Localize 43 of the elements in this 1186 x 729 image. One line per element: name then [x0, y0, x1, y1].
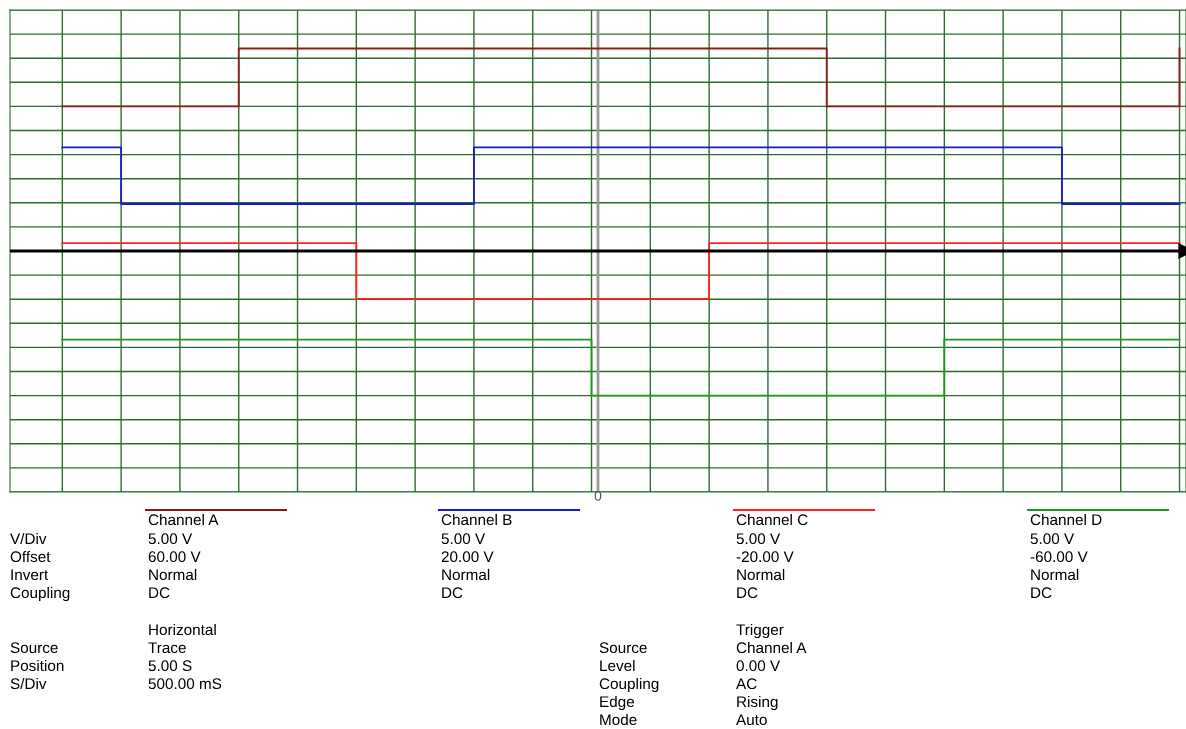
- text: Coupling: [10, 586, 70, 602]
- text: Horizontal: [149, 623, 216, 636]
- text: Normal: [149, 568, 197, 581]
- text: 5.00 S: [148, 660, 192, 672]
- text: DC: [442, 587, 463, 599]
- text: Level: [600, 659, 635, 672]
- text: Normal: [442, 568, 490, 581]
- text: Invert: [11, 569, 49, 581]
- text: Auto: [736, 714, 767, 726]
- text: 5.00 V: [1030, 533, 1075, 545]
- text: -20.00 V: [736, 551, 794, 563]
- text: Channel A: [148, 513, 219, 526]
- text: Channel A: [736, 641, 807, 654]
- text: Source: [599, 642, 647, 654]
- text: Channel B: [441, 513, 512, 526]
- text: 0: [594, 490, 602, 501]
- text: Channel D: [1030, 513, 1102, 526]
- text: Normal: [1031, 568, 1079, 581]
- text: S/Div: [10, 677, 47, 690]
- text: Channel C: [736, 513, 808, 526]
- text: 500.00 mS: [148, 678, 222, 690]
- text: DC: [1031, 587, 1052, 599]
- text: 0.00 V: [736, 660, 781, 672]
- text: Source: [10, 642, 58, 654]
- text: 5.00 V: [736, 533, 781, 545]
- text: DC: [737, 587, 758, 599]
- text: Edge: [600, 695, 634, 711]
- text: Trigger: [736, 623, 784, 639]
- text: 60.00 V: [148, 551, 201, 563]
- text: Trace: [148, 642, 186, 654]
- text: Offset: [10, 550, 51, 563]
- text: V/Div: [10, 532, 47, 545]
- text: DC: [149, 587, 170, 599]
- text: Normal: [737, 568, 785, 581]
- text: Position: [11, 659, 64, 672]
- text: Mode: [600, 713, 637, 726]
- text: -60.00 V: [1030, 551, 1088, 563]
- text: 5.00 V: [441, 533, 486, 545]
- text: 20.00 V: [441, 551, 494, 563]
- text: 5.00 V: [148, 533, 193, 545]
- text: Coupling: [599, 677, 659, 693]
- text: Rising: [737, 695, 778, 711]
- text: AC: [736, 678, 757, 690]
